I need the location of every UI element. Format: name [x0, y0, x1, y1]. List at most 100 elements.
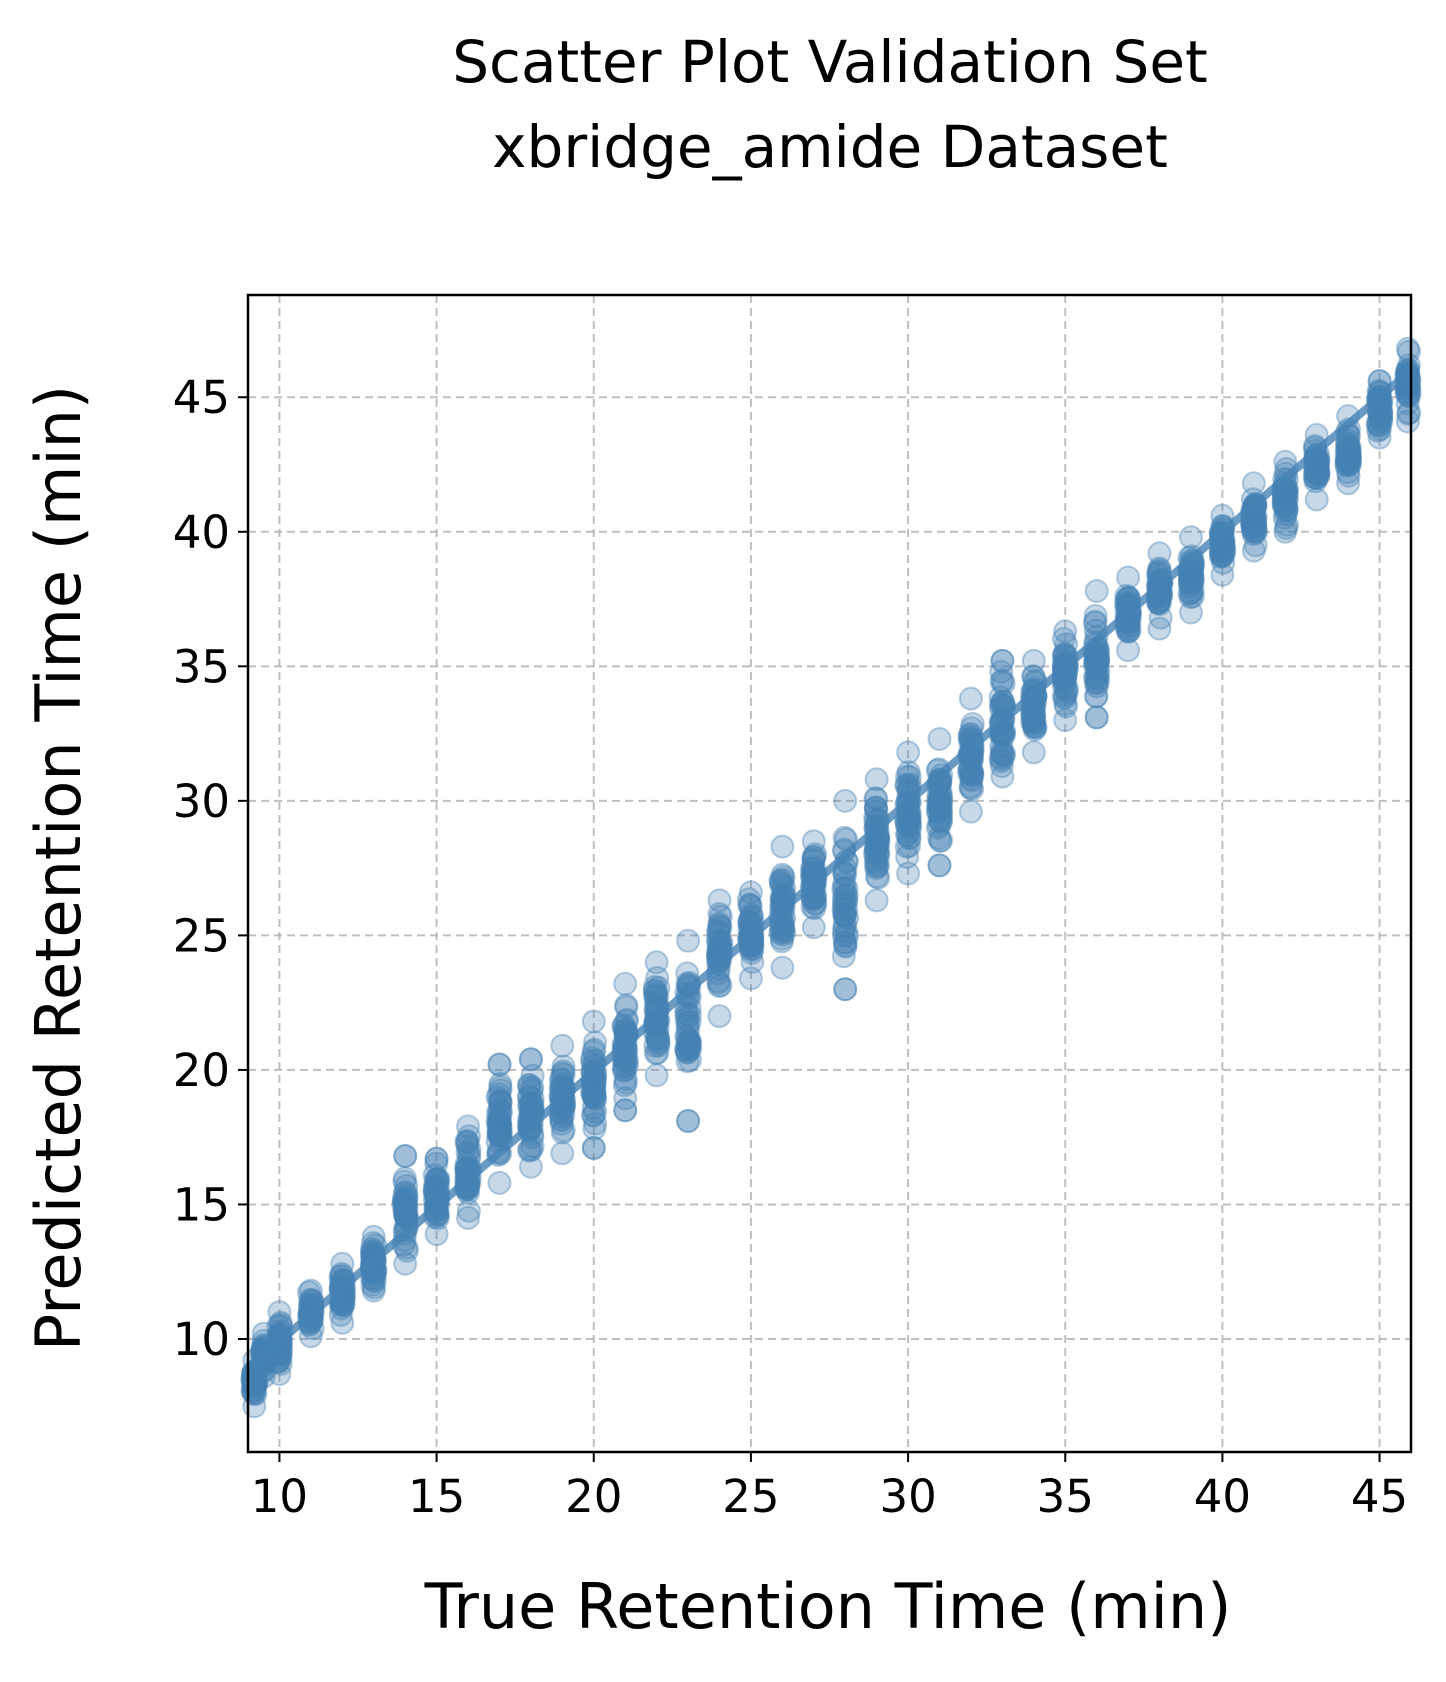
y-tick-label: 40	[173, 506, 230, 559]
x-axis-label: True Retention Time (min)	[424, 1570, 1232, 1643]
data-point	[677, 1037, 702, 1062]
data-point	[646, 1031, 671, 1056]
data-point	[643, 1033, 668, 1058]
data-point	[1335, 431, 1359, 456]
data-point	[677, 1028, 702, 1053]
data-point	[927, 786, 951, 811]
data-point	[613, 1067, 638, 1092]
data-point	[487, 1123, 512, 1147]
data-point	[549, 1111, 574, 1136]
data-point	[519, 1090, 544, 1115]
data-point	[675, 1040, 700, 1065]
data-point	[1021, 664, 1046, 689]
data-point	[897, 764, 922, 789]
data-point	[1337, 446, 1362, 471]
data-point	[517, 1085, 542, 1110]
data-point	[1240, 516, 1265, 541]
data-point	[1177, 566, 1202, 591]
data-point	[1179, 580, 1204, 605]
data-point	[1209, 544, 1234, 569]
data-point	[898, 813, 922, 838]
data-point	[422, 1163, 447, 1188]
data-point	[990, 668, 1015, 693]
data-point	[958, 760, 983, 785]
data-point	[894, 808, 919, 833]
data-point	[803, 842, 828, 867]
data-point	[990, 747, 1014, 772]
x-tick-label: 20	[565, 1470, 622, 1523]
data-point	[739, 902, 764, 927]
data-point	[863, 795, 888, 820]
data-point	[832, 898, 857, 923]
data-point	[1305, 456, 1330, 481]
data-point	[1241, 511, 1265, 535]
data-point	[1365, 412, 1390, 437]
data-point	[582, 1116, 607, 1141]
data-point	[1243, 517, 1268, 542]
data-point	[864, 864, 889, 889]
data-point	[991, 743, 1016, 768]
data-point	[706, 920, 731, 945]
data-point	[1273, 502, 1298, 527]
data-point	[518, 1154, 543, 1179]
data-point	[645, 984, 670, 1009]
data-point	[1396, 376, 1421, 401]
data-point	[646, 975, 671, 1000]
data-point	[1337, 440, 1362, 465]
data-point	[959, 762, 984, 787]
data-point	[801, 847, 826, 872]
data-point	[1274, 482, 1299, 506]
data-point	[1023, 715, 1048, 740]
data-point	[643, 983, 668, 1008]
data-point	[1180, 569, 1205, 593]
data-point	[1273, 519, 1298, 544]
data-point	[613, 1053, 637, 1078]
data-point	[925, 799, 950, 824]
data-point	[549, 1104, 574, 1129]
data-point	[897, 808, 922, 833]
data-point	[1273, 449, 1298, 474]
data-point	[1177, 581, 1202, 606]
data-point	[581, 1103, 606, 1127]
data-point	[864, 888, 889, 913]
data-point	[520, 1086, 545, 1111]
data-point	[266, 1349, 291, 1374]
data-point	[1334, 452, 1359, 477]
y-tick-label: 20	[173, 1044, 230, 1097]
axis-ticks: 10 15 20 25 30 35 40 45 10 15 20 25 30 35 40 45	[173, 371, 1408, 1523]
data-point	[831, 897, 856, 922]
data-point	[1335, 436, 1360, 461]
data-point	[1116, 619, 1141, 644]
data-point	[1021, 708, 1046, 733]
data-point	[328, 1302, 353, 1327]
x-tick-label: 15	[408, 1470, 465, 1523]
data-point	[1337, 437, 1362, 462]
data-point	[426, 1175, 450, 1199]
data-point	[1336, 447, 1361, 472]
data-point	[1337, 441, 1361, 466]
data-point	[487, 1113, 512, 1138]
data-point	[488, 1123, 512, 1148]
data-point	[1304, 466, 1329, 490]
data-point	[487, 1098, 512, 1122]
data-point	[517, 1073, 541, 1097]
data-point	[1021, 648, 1046, 673]
data-point	[832, 889, 856, 914]
data-point	[737, 892, 762, 917]
data-point	[835, 906, 860, 931]
data-point	[708, 904, 733, 929]
data-point	[1082, 610, 1107, 635]
data-point	[455, 1130, 480, 1155]
data-point	[394, 1238, 419, 1263]
data-point	[897, 826, 922, 850]
data-point	[645, 966, 670, 990]
data-point	[488, 1097, 513, 1122]
data-point	[771, 916, 796, 941]
data-point	[360, 1266, 385, 1291]
data-point	[487, 1052, 512, 1077]
data-point	[550, 1141, 575, 1166]
data-point	[833, 902, 858, 927]
data-point	[1337, 445, 1362, 470]
data-point	[1022, 700, 1046, 725]
data-point	[863, 796, 888, 821]
